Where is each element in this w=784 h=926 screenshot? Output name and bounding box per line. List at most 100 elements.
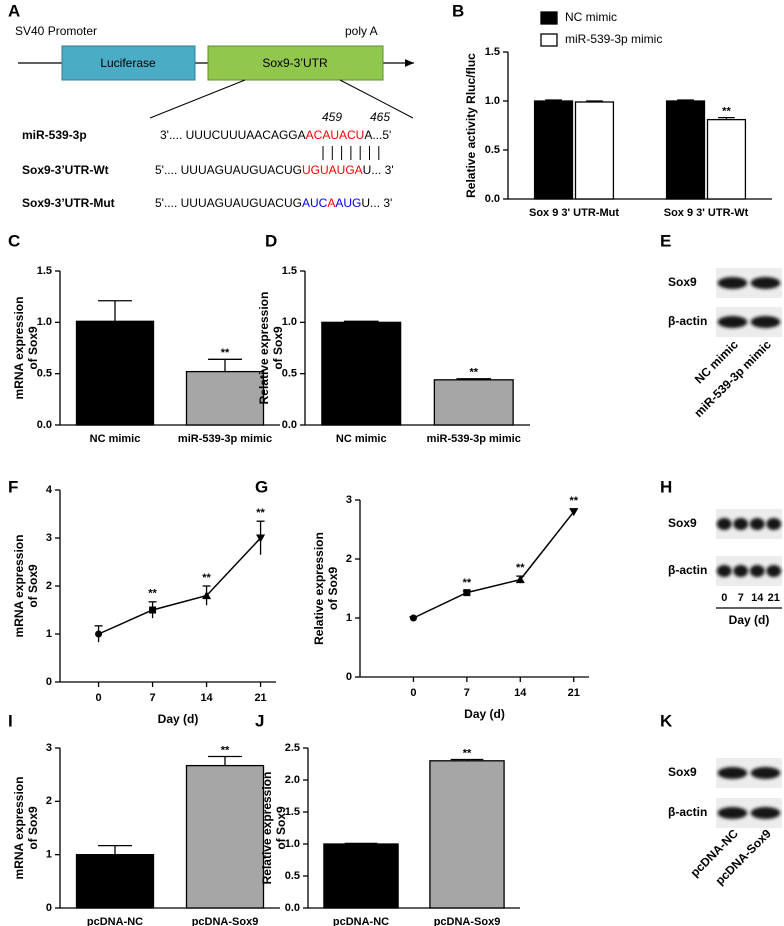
y-tick-label: 1.0 xyxy=(282,316,297,328)
x-tick-label: 7 xyxy=(464,687,470,699)
significance-label: ** xyxy=(463,577,472,589)
y-tick-label: 2.5 xyxy=(285,742,300,754)
blot-band xyxy=(733,518,749,530)
sequence-segment: 5'.... UUUAGUAUGUACUG xyxy=(155,196,302,210)
significance-label: ** xyxy=(148,588,157,600)
significance-label: ** xyxy=(516,562,525,574)
position-label: 459 xyxy=(322,110,342,124)
sequence-segment: A...5' xyxy=(364,128,391,142)
position-label: 465 xyxy=(370,110,390,124)
y-tick-label: 0.0 xyxy=(37,419,52,431)
panel-label: D xyxy=(265,231,277,250)
significance-label: ** xyxy=(569,495,578,507)
promoter-label: SV40 Promoter xyxy=(15,24,97,38)
line xyxy=(413,511,575,619)
significance-label: ** xyxy=(221,744,230,756)
bar xyxy=(321,321,402,426)
sequence: 5'.... UUUAGUAUGUACUGAUCAAUGU... 3' xyxy=(155,196,392,210)
marker xyxy=(202,591,212,600)
sequence-segment: 3'.... UUUCUUUAACAGGA xyxy=(160,128,306,142)
chart: 0 1 2 3 Relative expression of Sox9 0 7 14 21 Day … xyxy=(312,494,589,721)
y-tick-label: 0.5 xyxy=(37,368,52,380)
marker xyxy=(463,589,471,597)
marker xyxy=(256,534,266,543)
utr-box xyxy=(207,45,384,81)
y-axis-label: mRNA expression xyxy=(12,297,26,400)
y-axis-label: Relative expression xyxy=(257,292,271,405)
bar xyxy=(533,100,574,200)
bar xyxy=(706,118,747,200)
x-tick-label: 14 xyxy=(514,687,527,699)
chart: 0.0 0.5 1.0 1.5 2.0 2.5 Relative expression of … xyxy=(260,742,520,926)
sequence-segment: 5'.... UUUAGUAUGUACUG xyxy=(155,163,302,177)
luciferase-box xyxy=(61,45,196,81)
base-pairs xyxy=(322,146,380,160)
y-tick-label: 3 xyxy=(46,532,52,544)
y-tick-label: 1.5 xyxy=(282,265,297,277)
significance-label: ** xyxy=(469,367,478,379)
bar xyxy=(429,760,505,909)
marker xyxy=(149,606,157,614)
sequence-segment: AUG xyxy=(335,196,361,210)
x-tick-label: pcDNA-Sox9 xyxy=(434,916,501,926)
x-tick-label: pcDNA-Sox9 xyxy=(192,916,259,926)
blot-band xyxy=(750,767,781,779)
y-axis-label: Relative expression xyxy=(312,532,326,645)
y-axis-label: mRNA expression xyxy=(12,535,26,638)
box-label: Sox9-3’UTR xyxy=(262,56,328,70)
bar xyxy=(185,764,265,909)
chart: 0.0 0.5 1.0 1.5 mRNA expression of Sox9 NC mim… xyxy=(12,265,280,445)
x-tick-label: 0 xyxy=(410,687,416,699)
lane-label: 21 xyxy=(768,592,780,604)
bar xyxy=(665,100,706,200)
x-axis-label: Day (d) xyxy=(464,707,505,721)
marker xyxy=(95,630,103,638)
y-tick-label: 2.0 xyxy=(285,774,300,786)
y-tick-label: 1.0 xyxy=(285,838,300,850)
y-axis-label: of Sox9 xyxy=(26,564,40,608)
x-tick-label: NC mimic xyxy=(336,433,387,445)
bar xyxy=(75,320,155,426)
y-axis-label: of Sox9 xyxy=(274,806,288,850)
blot-band xyxy=(717,316,748,328)
chart: 0 1 2 3 4 mRNA expression of Sox9 0 7 14 21 Day (d)… xyxy=(12,484,276,726)
zoom-line xyxy=(339,79,414,119)
blot-row-label: Sox9 xyxy=(668,275,697,289)
y-axis-label: of Sox9 xyxy=(26,806,40,850)
polya-label: poly A xyxy=(345,24,378,38)
x-tick-label: miR-539-3p mimic xyxy=(427,433,521,445)
y-tick-label: 0.0 xyxy=(485,193,500,205)
box-label: Luciferase xyxy=(100,56,156,70)
y-tick-label: 1.5 xyxy=(285,806,300,818)
significance-label: ** xyxy=(722,106,731,118)
x-axis-label: Day (d) xyxy=(158,712,199,726)
panel-label: E xyxy=(660,231,671,250)
panel-label: J xyxy=(255,711,264,730)
y-tick-label: 0.0 xyxy=(285,902,300,914)
significance-label: ** xyxy=(221,347,230,359)
y-tick-label: 0 xyxy=(46,676,52,688)
blot-band xyxy=(750,807,781,819)
blot-band xyxy=(733,565,749,577)
blot-row-label: Sox9 xyxy=(668,765,697,779)
sequence: 3'.... UUUCUUUAACAGGAACAUACUA...5' xyxy=(160,128,391,142)
lane-label: 7 xyxy=(738,592,744,604)
blot-band xyxy=(750,277,781,289)
x-tick-label: 14 xyxy=(200,692,213,704)
significance-label: ** xyxy=(256,507,265,519)
marker xyxy=(569,508,579,517)
y-axis-label: Relative activity Rluc/fluc xyxy=(464,53,478,198)
x-tick-label: NC mimic xyxy=(90,433,141,445)
sequence-segment: UGUAUGA xyxy=(302,163,363,177)
panel-label: C xyxy=(8,231,20,250)
x-tick-label: 21 xyxy=(254,692,266,704)
y-axis-label: of Sox9 xyxy=(26,326,40,370)
lane-label: 14 xyxy=(751,592,764,604)
bar xyxy=(323,843,399,909)
y-tick-label: 0 xyxy=(46,902,52,914)
panel-label: B xyxy=(452,1,464,20)
panel-label: K xyxy=(660,711,673,730)
lane-label: 0 xyxy=(721,592,727,604)
y-tick-label: 0.5 xyxy=(282,368,297,380)
blot-band xyxy=(766,518,782,530)
